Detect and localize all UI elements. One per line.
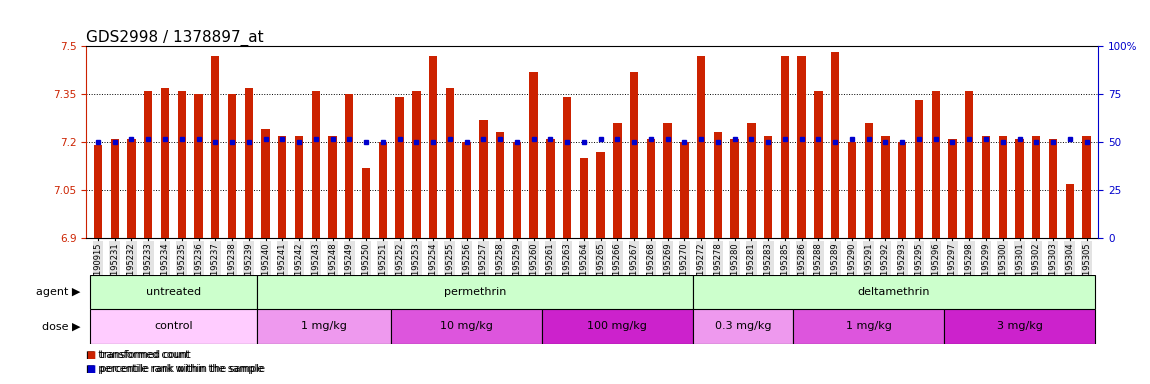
Bar <box>258 309 391 344</box>
Text: 3 mg/kg: 3 mg/kg <box>997 321 1042 331</box>
Bar <box>714 132 722 238</box>
Bar <box>194 94 202 238</box>
Bar <box>697 56 705 238</box>
Text: deltamethrin: deltamethrin <box>858 287 930 297</box>
Bar <box>881 136 890 238</box>
Bar <box>748 123 756 238</box>
Bar <box>329 136 337 238</box>
Bar <box>378 142 388 238</box>
Bar <box>362 168 370 238</box>
Text: 100 mg/kg: 100 mg/kg <box>588 321 647 331</box>
Bar <box>94 145 102 238</box>
Bar <box>212 56 220 238</box>
Bar <box>345 94 353 238</box>
Bar <box>781 56 789 238</box>
Text: GDS2998 / 1378897_at: GDS2998 / 1378897_at <box>86 30 263 46</box>
Bar <box>144 91 153 238</box>
Bar <box>90 309 258 344</box>
Bar <box>228 94 236 238</box>
Bar <box>258 275 692 309</box>
Bar <box>161 88 169 238</box>
Bar <box>542 309 692 344</box>
Bar <box>630 72 638 238</box>
Bar <box>1066 184 1074 238</box>
Text: ■ percentile rank within the sample: ■ percentile rank within the sample <box>86 364 263 374</box>
Text: 0.3 mg/kg: 0.3 mg/kg <box>715 321 772 331</box>
Bar <box>949 139 957 238</box>
Bar <box>128 139 136 238</box>
Text: untreated: untreated <box>146 287 201 297</box>
Bar <box>245 88 253 238</box>
Bar <box>613 123 621 238</box>
Bar <box>965 91 973 238</box>
Bar <box>944 309 1095 344</box>
Bar <box>1082 136 1090 238</box>
Bar <box>797 56 806 238</box>
Bar <box>396 97 404 238</box>
Bar <box>446 88 454 238</box>
Bar <box>914 101 923 238</box>
Text: 1 mg/kg: 1 mg/kg <box>845 321 891 331</box>
Bar <box>580 158 588 238</box>
Text: permethrin: permethrin <box>444 287 506 297</box>
Bar <box>110 139 118 238</box>
Bar <box>597 152 605 238</box>
Text: ■: ■ <box>86 350 95 360</box>
Bar <box>513 142 521 238</box>
Bar <box>177 91 186 238</box>
Bar <box>932 91 940 238</box>
Text: 10 mg/kg: 10 mg/kg <box>440 321 493 331</box>
Bar <box>692 309 793 344</box>
Bar <box>90 275 258 309</box>
Bar <box>692 275 1095 309</box>
Bar <box>865 123 873 238</box>
Bar <box>793 309 944 344</box>
Bar <box>480 120 488 238</box>
Bar <box>1049 139 1057 238</box>
Bar <box>664 123 672 238</box>
Bar <box>412 91 421 238</box>
Bar <box>278 136 286 238</box>
Bar <box>294 136 304 238</box>
Bar <box>831 53 839 238</box>
Text: ■: ■ <box>86 364 95 374</box>
Bar <box>998 136 1007 238</box>
Bar <box>646 139 656 238</box>
Bar <box>680 142 689 238</box>
Bar <box>1032 136 1041 238</box>
Bar <box>391 309 542 344</box>
Text: transformed count: transformed count <box>100 350 191 360</box>
Bar <box>312 91 320 238</box>
Bar <box>898 142 906 238</box>
Bar <box>730 139 738 238</box>
Text: percentile rank within the sample: percentile rank within the sample <box>100 364 264 374</box>
Bar <box>1015 139 1024 238</box>
Bar <box>564 97 572 238</box>
Bar <box>261 129 270 238</box>
Bar <box>814 91 822 238</box>
Bar <box>982 136 990 238</box>
Bar <box>764 136 773 238</box>
Bar <box>462 142 470 238</box>
Text: control: control <box>154 321 193 331</box>
Text: ■ transformed count: ■ transformed count <box>86 350 190 360</box>
Bar <box>429 56 437 238</box>
Bar <box>546 139 554 238</box>
Text: dose ▶: dose ▶ <box>43 321 80 331</box>
Text: agent ▶: agent ▶ <box>36 287 80 297</box>
Bar <box>529 72 538 238</box>
Bar <box>848 142 856 238</box>
Bar <box>496 132 505 238</box>
Text: 1 mg/kg: 1 mg/kg <box>301 321 347 331</box>
